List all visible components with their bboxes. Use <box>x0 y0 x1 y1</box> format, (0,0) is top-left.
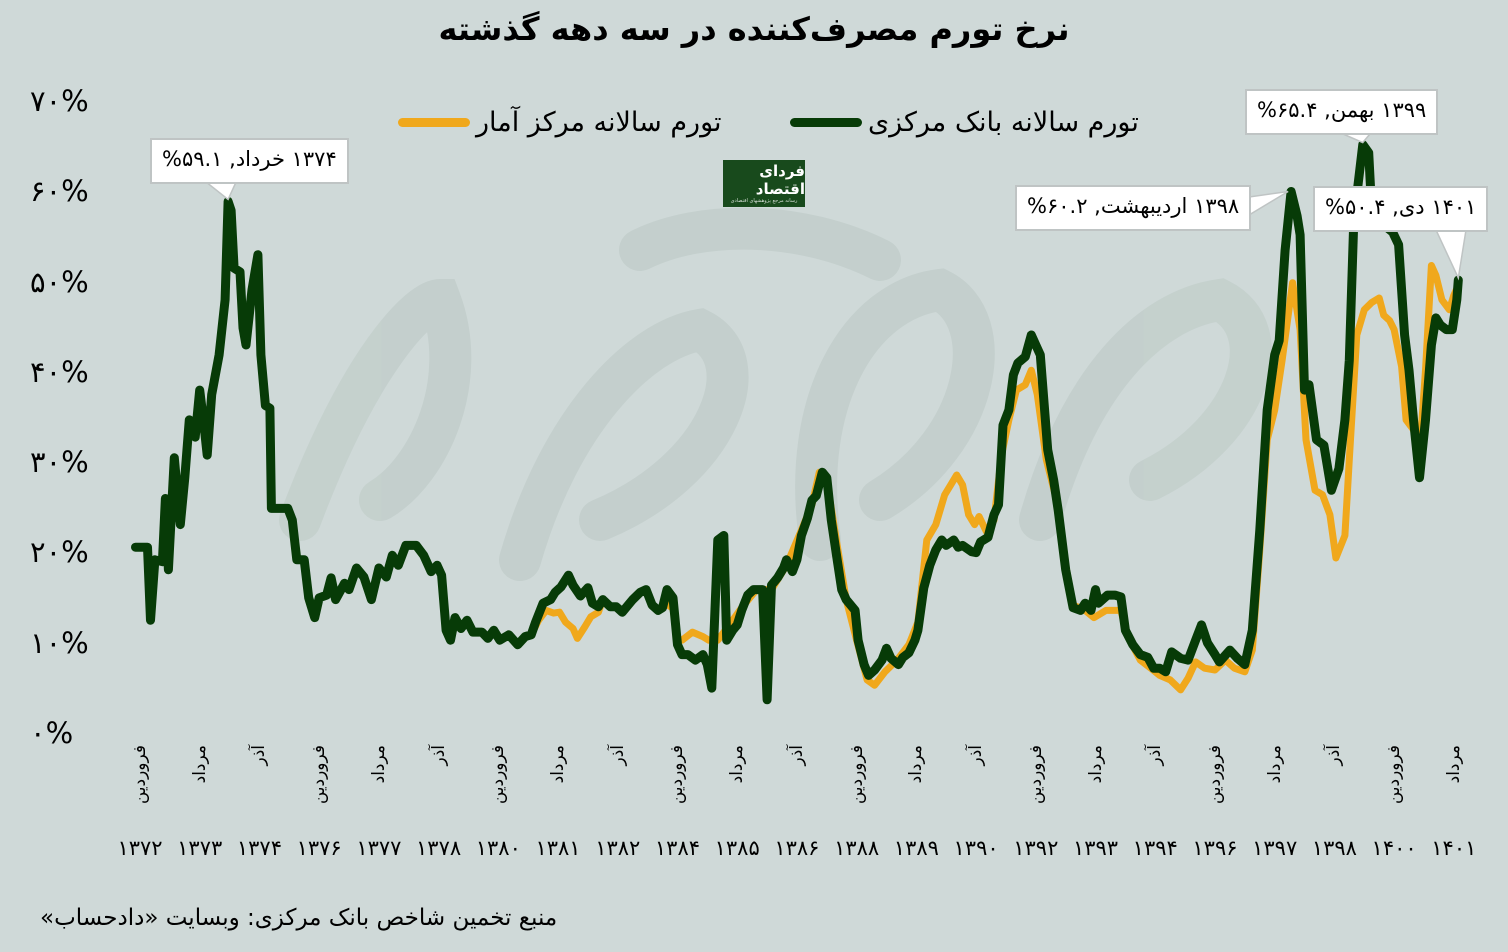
x-tick-year-label: ۱۴۰۰ <box>1371 836 1417 860</box>
source-note: منبع تخمین شاخص بانک مرکزی: وبسایت «دادح… <box>40 905 558 931</box>
logo-subtext: رسانه مرجع پژوهشهای اقتصادی <box>730 198 798 204</box>
x-tick-month-label: فروردین <box>130 745 150 805</box>
legend-swatch-green <box>790 117 862 127</box>
x-tick-month-label: مرداد <box>548 745 569 784</box>
x-tick-year-label: ۱۳۸۶ <box>774 836 820 860</box>
logo-text: فردای اقتصاد <box>755 162 805 198</box>
x-tick-year-label: ۱۳۸۴ <box>654 836 701 860</box>
annotation-last-1401: ۱۴۰۱ دی, ۵۰.۴% <box>1313 186 1489 232</box>
annotation-peak-1399: ۱۳۹۹ بهمن, ۶۵.۴% <box>1245 89 1439 135</box>
x-tick-month-label: آذر <box>1324 745 1345 766</box>
x-tick-year-label: ۱۳۸۸ <box>834 836 880 860</box>
x-tick-month-label: فروردین <box>667 745 688 805</box>
x-tick-year-label: ۱۳۸۵ <box>714 836 760 860</box>
x-tick-month-label: فروردین <box>1384 745 1405 805</box>
x-tick-year-label: ۱۳۷۶ <box>296 836 342 860</box>
annotation-pointer <box>1248 190 1289 217</box>
x-tick-month-label: فروردین <box>1025 745 1046 805</box>
y-tick-label: ۴۰% <box>30 354 89 389</box>
x-tick-month-label: آذر <box>428 745 449 766</box>
x-tick-month-label: مرداد <box>1264 745 1285 784</box>
x-tick-month-label: فروردین <box>309 745 330 805</box>
annotation-pointer <box>203 181 238 201</box>
y-tick-label: ۳۰% <box>30 445 89 480</box>
x-tick-month-label: مرداد <box>727 745 748 784</box>
legend-item-statistical-center: تورم سالانه مرکز آمار <box>398 104 722 140</box>
x-tick-year-label: ۱۳۹۳ <box>1072 836 1119 860</box>
series-line-statistical-center <box>132 197 1462 694</box>
legend-label: تورم سالانه بانک مرکزی <box>868 106 1139 138</box>
x-tick-month-label: مرداد <box>1443 745 1464 784</box>
x-tick-year-label: ۱۳۸۰ <box>475 836 521 860</box>
x-tick-year-label: ۱۳۷۸ <box>416 836 462 860</box>
x-tick-month-label: آذر <box>966 745 987 766</box>
x-tick-month-label: آذر <box>1145 745 1166 766</box>
annotation-peak-1398: ۱۳۹۸ اردیبهشت, ۶۰.۲% <box>1015 185 1252 231</box>
x-tick-year-label: ۱۳۷۳ <box>177 836 223 860</box>
x-tick-year-label: ۱۳۹۷ <box>1252 836 1298 860</box>
x-tick-month-label: فروردین <box>1204 745 1225 805</box>
series-line-central-bank <box>131 140 1463 705</box>
y-tick-label: ۶۰% <box>30 174 89 209</box>
x-tick-month-label: آذر <box>607 745 628 766</box>
x-tick-year-label: ۱۳۷۲ <box>117 836 163 860</box>
x-tick-year-label: ۱۳۸۱ <box>535 836 581 860</box>
y-tick-label: ۱۰% <box>30 625 89 660</box>
legend-swatch-yellow <box>398 117 470 127</box>
chart-title: نرخ تورم مصرف‌کننده در سه دهه گذشته <box>438 10 1070 48</box>
y-tick-label: ۰% <box>30 716 74 750</box>
x-tick-year-label: ۱۳۷۴ <box>236 836 282 860</box>
x-tick-year-label: ۱۳۹۶ <box>1192 836 1238 860</box>
x-tick-month-label: مرداد <box>906 745 927 784</box>
x-tick-year-label: ۱۴۰۱ <box>1431 836 1477 860</box>
x-tick-year-label: ۱۳۸۹ <box>893 836 939 860</box>
x-tick-month-label: مرداد <box>1085 745 1106 784</box>
y-tick-label: ۲۰% <box>30 535 89 570</box>
fardaye-eghtesad-logo: فردای اقتصاد رسانه مرجع پژوهشهای اقتصادی <box>723 160 805 207</box>
x-tick-year-label: ۱۳۹۲ <box>1013 836 1059 860</box>
x-tick-month-label: آذر <box>786 745 807 766</box>
x-tick-year-label: ۱۳۷۷ <box>356 836 402 860</box>
annotation-peak-1374: ۱۳۷۴ خرداد, ۵۹.۱% <box>150 138 349 184</box>
x-tick-year-label: ۱۳۹۸ <box>1311 836 1357 860</box>
annotation-pointer <box>1434 229 1467 281</box>
legend-label: تورم سالانه مرکز آمار <box>476 106 722 138</box>
x-tick-month-label: مرداد <box>368 745 389 784</box>
y-tick-label: ۵۰% <box>30 264 89 299</box>
x-tick-month-label: آذر <box>249 745 270 766</box>
x-tick-month-label: فروردین <box>488 745 509 805</box>
x-tick-month-label: فروردین <box>846 745 867 805</box>
x-tick-year-label: ۱۳۹۴ <box>1132 836 1178 860</box>
x-tick-year-label: ۱۳۸۲ <box>595 836 641 860</box>
y-tick-label: ۷۰% <box>30 84 89 118</box>
x-tick-month-label: مرداد <box>189 745 210 784</box>
legend-item-central-bank: تورم سالانه بانک مرکزی <box>790 104 1139 140</box>
x-tick-year-label: ۱۳۹۰ <box>953 836 999 860</box>
